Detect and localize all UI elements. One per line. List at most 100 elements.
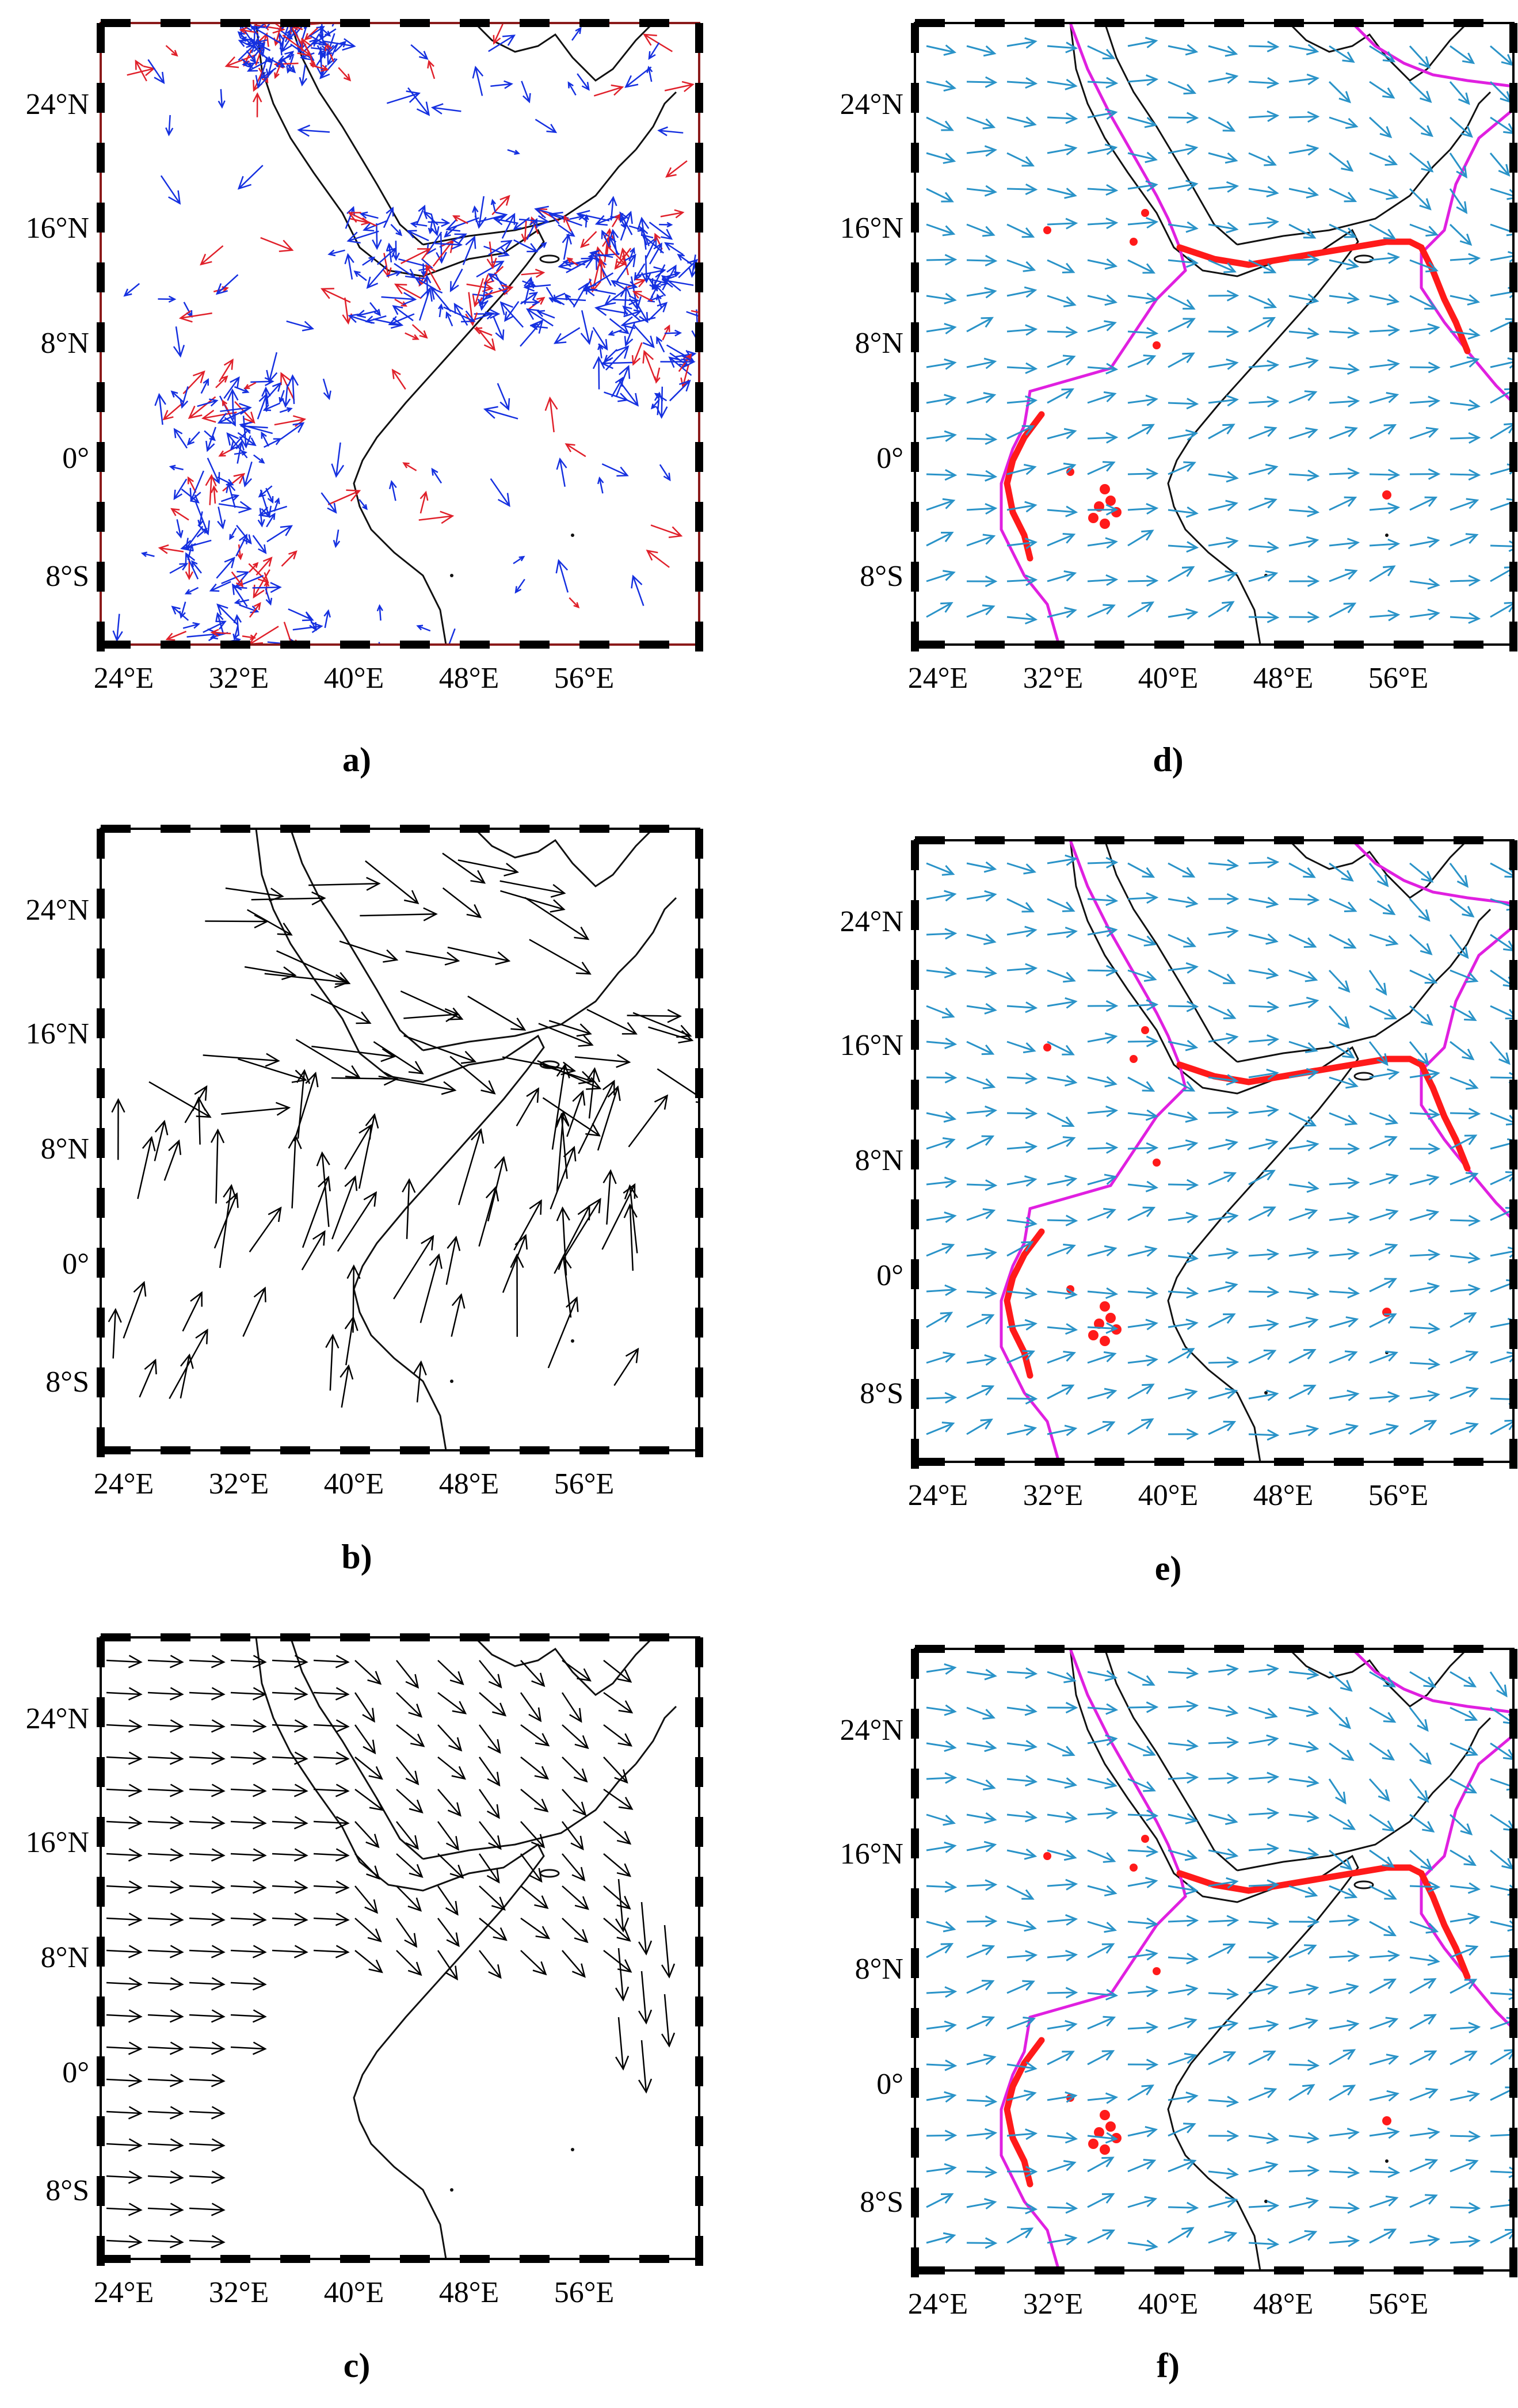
gps-vector [472, 66, 484, 96]
velocity-arrow [337, 1191, 377, 1252]
velocity-arrow [189, 1945, 226, 1959]
gps-vector [668, 356, 692, 376]
velocity-arrow [169, 1328, 208, 1399]
velocity-arrow [602, 1169, 617, 1225]
velocity-arrow [1369, 2090, 1400, 2102]
velocity-arrow [1087, 1921, 1117, 1933]
velocity-arrow [1288, 1916, 1320, 1928]
velocity-arrow [189, 1880, 226, 1894]
velocity-arrow [487, 1156, 508, 1222]
velocity-arrow [1329, 1423, 1359, 1435]
gps-vector [203, 620, 227, 633]
gps-vector [620, 211, 633, 241]
velocity-arrow [272, 1687, 308, 1701]
latitude-tick-label: 8°S [860, 1377, 903, 1410]
velocity-arrow [437, 1789, 461, 1817]
velocity-arrow [547, 1296, 579, 1369]
velocity-arrow [354, 1692, 375, 1723]
velocity-arrow [1450, 2235, 1481, 2247]
velocity-arrow [1450, 1979, 1478, 1994]
gps-vector [428, 218, 451, 227]
velocity-arrow [1450, 253, 1481, 265]
velocity-arrow [1087, 1351, 1117, 1364]
velocity-arrow [1087, 1076, 1117, 1088]
velocity-arrow [106, 2138, 143, 2152]
velocity-arrow [1369, 294, 1400, 306]
velocity-arrow [1329, 1389, 1360, 1401]
velocity-arrow [1329, 1671, 1353, 1692]
velocity-arrow [1288, 1349, 1317, 1364]
velocity-arrow [1449, 863, 1469, 888]
gps-vector [226, 432, 248, 459]
velocity-arrow [1450, 1005, 1477, 1021]
velocity-arrow [1369, 1978, 1397, 1994]
velocity-arrow [437, 1757, 466, 1780]
velocity-arrow [154, 1119, 169, 1161]
velocity-arrow [1047, 1075, 1078, 1087]
velocity-arrow [1127, 327, 1159, 339]
velocity-arrow [1127, 1180, 1159, 1192]
velocity-arrow [520, 1885, 549, 1909]
gps-vector [655, 294, 662, 308]
velocity-arrow [396, 1885, 422, 1912]
velocity-arrow [1288, 1041, 1318, 1053]
map-frame [911, 1645, 1517, 2277]
velocity-arrow [1127, 1778, 1156, 1792]
velocity-arrow [354, 1724, 376, 1755]
map-frame [911, 19, 1517, 651]
gps-vector [535, 242, 547, 252]
velocity-arrow [230, 1912, 267, 1926]
velocity-arrow [966, 287, 997, 299]
velocity-arrow [1127, 1384, 1155, 1400]
velocity-arrow [1006, 1141, 1038, 1153]
velocity-arrow [1087, 1703, 1119, 1715]
velocity-arrow [147, 2235, 184, 2249]
velocity-arrow [449, 1056, 496, 1095]
velocity-arrow [1449, 1813, 1473, 1836]
velocity-arrow [1208, 601, 1235, 618]
velocity-arrow [1168, 180, 1199, 192]
velocity-arrow [1369, 538, 1401, 551]
gps-vector [211, 485, 218, 504]
gps-vector [646, 66, 653, 82]
gps-vector [394, 283, 422, 299]
velocity-arrow [1369, 2228, 1397, 2244]
velocity-arrow [1006, 1950, 1038, 1962]
velocity-arrow [1248, 1068, 1279, 1080]
velocity-arrow [1248, 1206, 1276, 1221]
gps-vector [642, 349, 657, 381]
velocity-arrow [1127, 2196, 1158, 2208]
velocity-arrow [1248, 1843, 1280, 1855]
latitude-tick-label: 24°N [840, 905, 903, 938]
velocity-arrow [520, 1724, 550, 1747]
gps-vector [544, 396, 558, 433]
gps-vector [434, 239, 463, 250]
velocity-arrow [1047, 1811, 1078, 1823]
velocity-arrow [520, 1789, 549, 1812]
velocity-arrow [230, 2041, 267, 2055]
velocity-arrow [1127, 969, 1157, 982]
velocity-arrow [1168, 962, 1199, 974]
velocity-arrow [272, 1784, 308, 1797]
velocity-arrow [242, 1286, 266, 1337]
velocity-arrow [106, 2074, 143, 2087]
velocity-arrow [1087, 1106, 1119, 1118]
longitude-tick-label: 24°E [908, 2288, 968, 2321]
velocity-arrow [1248, 897, 1279, 909]
velocity-arrow [966, 576, 998, 588]
velocity-arrow [1328, 1706, 1351, 1729]
velocity-arrow [966, 433, 998, 445]
velocity-arrow [1127, 529, 1154, 547]
velocity-arrow [293, 1072, 319, 1142]
velocity-arrow [230, 1784, 267, 1797]
velocity-arrow [147, 1687, 184, 1701]
velocity-arrow [966, 1915, 998, 1927]
gps-vector [419, 287, 433, 321]
velocity-arrow [926, 890, 957, 902]
velocity-arrow [1368, 1041, 1389, 1066]
velocity-arrow [1208, 326, 1239, 338]
gps-vector [205, 474, 217, 505]
velocity-arrow [272, 1945, 308, 1959]
velocity-arrow [499, 880, 566, 898]
map-panel-a: 24°E 32°E 40°E 48°E 56°E 24°N 16°N 8°N 0° 8°S a) [26, 19, 703, 779]
